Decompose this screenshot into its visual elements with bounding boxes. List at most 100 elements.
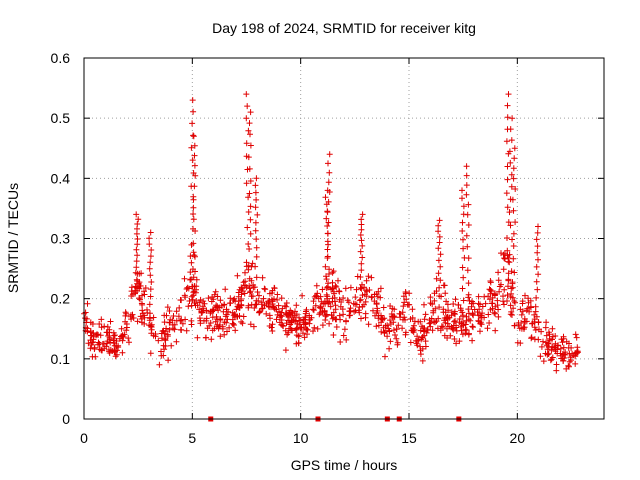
data-point <box>190 274 197 281</box>
data-point <box>494 297 501 304</box>
data-point <box>380 304 387 311</box>
data-point <box>146 301 153 308</box>
data-point <box>542 324 549 331</box>
data-point <box>414 337 421 344</box>
data-point <box>247 203 254 210</box>
data-point <box>323 273 329 280</box>
data-point <box>460 245 467 252</box>
data-point <box>436 293 443 299</box>
data-point <box>246 190 253 197</box>
data-point <box>242 278 249 285</box>
data-point <box>302 310 309 317</box>
data-point <box>243 140 250 147</box>
data-point <box>247 178 254 184</box>
data-point <box>485 311 492 318</box>
data-point <box>427 319 434 326</box>
data-point <box>148 247 155 253</box>
data-point <box>465 306 472 313</box>
data-point <box>188 259 195 266</box>
data-point <box>554 342 561 349</box>
data-point <box>243 91 250 98</box>
data-point <box>190 193 197 200</box>
data-point <box>133 246 140 253</box>
data-point <box>525 299 532 306</box>
data-point <box>147 310 153 317</box>
data-point <box>436 284 443 291</box>
data-point <box>435 245 442 252</box>
data-point <box>362 314 369 321</box>
data-point <box>189 296 196 303</box>
data-point <box>269 287 276 294</box>
data-point <box>475 300 482 307</box>
data-point <box>477 328 483 335</box>
data-point <box>478 321 485 328</box>
data-point <box>134 278 141 284</box>
data-point <box>322 194 329 201</box>
data-point <box>137 283 144 289</box>
data-point <box>532 303 539 310</box>
data-point <box>453 340 460 347</box>
data-point <box>540 338 546 345</box>
data-point <box>190 108 197 115</box>
data-point <box>245 241 252 247</box>
data-point <box>126 339 132 346</box>
data-point <box>353 301 360 308</box>
data-point <box>373 309 380 316</box>
x-tick-label: 20 <box>510 430 526 446</box>
data-point <box>482 300 489 307</box>
data-point <box>523 307 530 314</box>
data-point <box>224 328 230 335</box>
data-point <box>357 284 364 291</box>
data-point <box>333 324 340 330</box>
data-point <box>150 332 157 339</box>
data-point <box>191 252 198 259</box>
data-point <box>122 318 129 325</box>
data-point <box>506 251 513 258</box>
data-point <box>378 312 384 319</box>
data-point <box>495 277 502 284</box>
data-point <box>535 256 541 263</box>
data-point <box>137 296 143 303</box>
data-point <box>162 336 168 343</box>
data-point <box>504 204 511 211</box>
data-point <box>566 358 573 365</box>
data-point <box>247 131 253 138</box>
data-point <box>522 318 529 325</box>
y-tick-label: 0.3 <box>51 231 71 247</box>
data-point <box>405 301 412 308</box>
data-point <box>463 182 470 189</box>
data-point <box>133 258 140 265</box>
data-point <box>357 274 364 280</box>
data-point <box>238 318 245 325</box>
data-point <box>496 283 503 290</box>
data-point <box>246 246 253 252</box>
data-point <box>463 191 470 198</box>
data-point <box>505 283 511 290</box>
data-point <box>346 312 353 319</box>
data-point <box>220 308 227 315</box>
data-point <box>96 321 103 327</box>
data-point <box>246 165 253 172</box>
data-point <box>242 269 248 276</box>
data-point <box>250 284 257 291</box>
data-point <box>139 301 146 308</box>
data-point <box>431 290 438 297</box>
data-point <box>475 312 482 319</box>
data-point <box>282 347 289 354</box>
data-point <box>492 327 499 334</box>
data-point <box>111 348 118 355</box>
data-point <box>447 332 454 339</box>
data-point <box>259 274 266 281</box>
data-point <box>533 263 540 270</box>
data-point <box>202 334 209 341</box>
data-point <box>189 157 196 164</box>
data-point <box>566 350 573 357</box>
data-point <box>399 325 406 332</box>
data-point <box>533 236 540 243</box>
data-point <box>247 216 254 223</box>
data-point <box>170 313 177 319</box>
data-point <box>266 297 273 304</box>
data-point <box>345 299 352 306</box>
data-point <box>271 306 278 313</box>
